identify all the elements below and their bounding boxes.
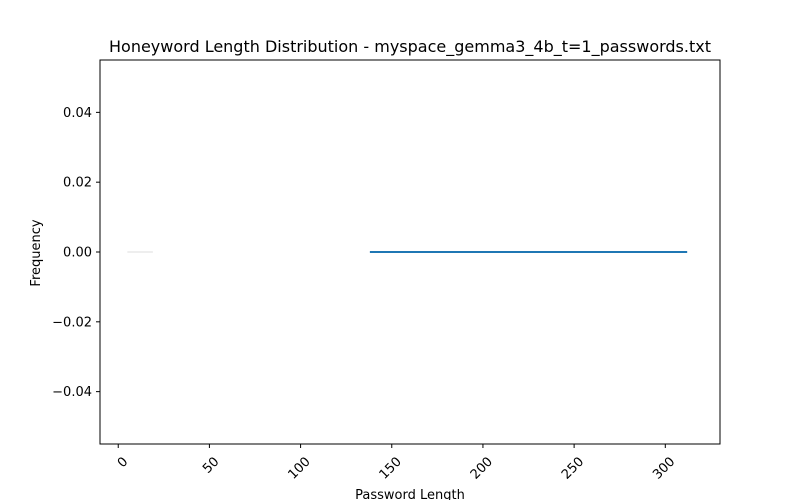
y-tick-label: −0.02 (52, 315, 92, 330)
chart-title: Honeyword Length Distribution - myspace_… (109, 37, 711, 57)
y-tick-label: 0.02 (63, 176, 92, 191)
y-axis-label: Frequency (29, 219, 44, 286)
y-axis: −0.04 −0.02 0.00 0.02 0.04 (52, 106, 100, 400)
y-tick-label: 0.04 (63, 106, 92, 121)
x-axis-label: Password Length (355, 488, 465, 500)
y-tick-label: −0.04 (52, 385, 92, 400)
y-tick-label: 0.00 (63, 246, 92, 261)
